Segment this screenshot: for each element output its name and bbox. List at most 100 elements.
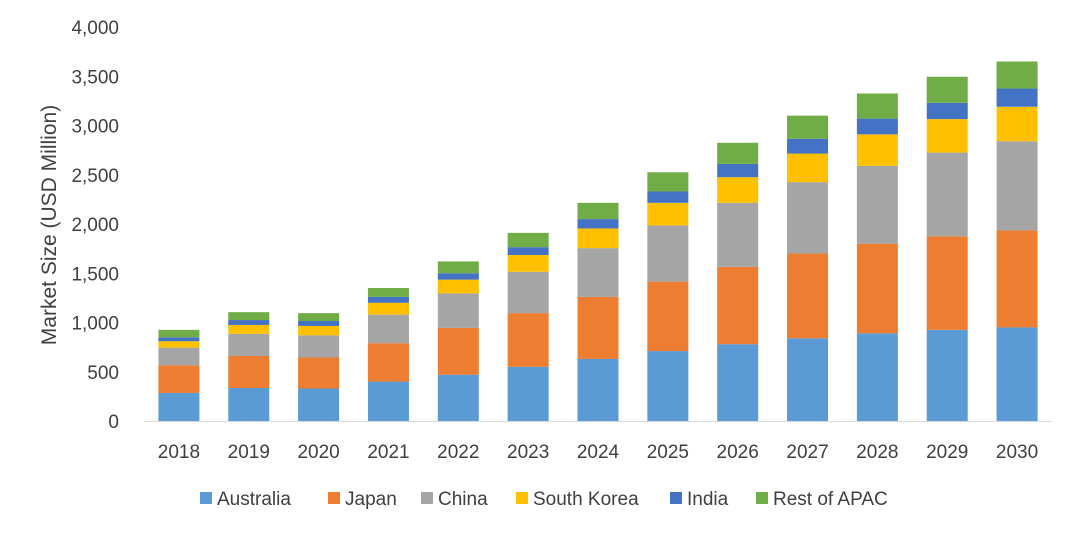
bar-australia-2018 [158, 392, 200, 421]
bar-japan-2025 [647, 281, 689, 352]
bar-australia-2023 [507, 366, 549, 421]
bar-australia-2020 [298, 388, 340, 421]
bar-japan-2022 [437, 327, 479, 375]
legend-item-rest-of-apac: Rest of APAC [756, 489, 888, 510]
bar-rest-of-apac-2024 [577, 202, 619, 220]
x-axis: 2018 2019 2020 2021 2022 2023 2024 2025 2026 2027… [144, 421, 1052, 463]
bar-stack-2021 [367, 288, 409, 421]
bar-south-korea-2018 [158, 341, 200, 348]
x-tick-label: 2027 [786, 442, 828, 463]
bar-rest-of-apac-2026 [717, 142, 759, 164]
legend-swatch [516, 492, 528, 504]
bar-stack-2030 [996, 61, 1038, 421]
bar-australia-2025 [647, 351, 689, 421]
bar-india-2022 [437, 273, 479, 280]
bar-india-2028 [856, 118, 898, 135]
bar-south-korea-2021 [367, 302, 409, 315]
x-tick-label: 2018 [158, 442, 200, 463]
legend: Australia Japan China South Korea India Rest … [200, 489, 888, 510]
bar-australia-2019 [228, 388, 270, 421]
bar-india-2030 [996, 88, 1038, 107]
bar-stack-2018 [158, 329, 200, 421]
bar-rest-of-apac-2029 [926, 76, 968, 103]
bar-rest-of-apac-2018 [158, 329, 200, 338]
y-tick-label: 500 [87, 363, 119, 384]
bar-china-2026 [717, 202, 759, 267]
legend-item-south-korea: South Korea [516, 489, 639, 510]
y-tick-label: 3,500 [71, 67, 119, 88]
bar-south-korea-2024 [577, 228, 619, 249]
bar-china-2020 [298, 335, 340, 358]
bar-stack-2019 [228, 312, 270, 421]
bar-india-2018 [158, 337, 200, 342]
bar-rest-of-apac-2019 [228, 312, 270, 321]
bar-australia-2030 [996, 327, 1038, 421]
y-axis: 0 500 1,000 1,500 2,000 2,500 3,000 3,500 4,000 [71, 18, 119, 433]
bar-rest-of-apac-2028 [856, 93, 898, 119]
bar-south-korea-2025 [647, 202, 689, 226]
bar-japan-2020 [298, 357, 340, 389]
bar-japan-2021 [367, 343, 409, 382]
x-tick-label: 2026 [717, 442, 759, 463]
legend-label: Rest of APAC [773, 489, 888, 510]
bar-south-korea-2028 [856, 134, 898, 166]
legend-swatch [756, 492, 768, 504]
x-tick-label: 2024 [577, 442, 620, 463]
y-tick-label: 1,500 [71, 264, 119, 285]
legend-label: Australia [217, 489, 291, 510]
bar-china-2024 [577, 248, 619, 297]
x-tick-label: 2022 [437, 442, 479, 463]
bar-india-2019 [228, 320, 270, 325]
legend-label: Japan [345, 489, 397, 510]
bar-south-korea-2026 [717, 177, 759, 203]
bar-rest-of-apac-2023 [507, 232, 549, 248]
bar-south-korea-2029 [926, 119, 968, 153]
bar-china-2027 [787, 182, 829, 254]
bar-stack-2023 [507, 232, 549, 421]
x-tick-label: 2023 [507, 442, 549, 463]
bar-australia-2028 [856, 333, 898, 421]
bar-stack-2022 [437, 261, 479, 421]
bar-rest-of-apac-2021 [367, 288, 409, 297]
legend-item-india: India [670, 489, 729, 510]
bar-rest-of-apac-2030 [996, 61, 1038, 89]
y-tick-label: 0 [108, 412, 119, 433]
legend-item-china: China [421, 489, 488, 510]
x-tick-label: 2028 [856, 442, 898, 463]
bar-japan-2023 [507, 313, 549, 367]
bar-australia-2029 [926, 329, 968, 421]
bar-japan-2029 [926, 236, 968, 330]
bar-japan-2027 [787, 253, 829, 339]
legend-label: South Korea [533, 489, 639, 510]
bar-stack-2027 [787, 115, 829, 421]
x-tick-label: 2020 [297, 442, 339, 463]
bar-stack-2025 [647, 172, 689, 421]
bar-australia-2026 [717, 344, 759, 421]
bar-india-2020 [298, 321, 340, 326]
bar-australia-2022 [437, 374, 479, 421]
y-tick-label: 4,000 [71, 18, 119, 39]
bar-rest-of-apac-2022 [437, 261, 479, 274]
bar-stack-2020 [298, 313, 340, 421]
bar-india-2026 [717, 163, 759, 178]
legend-label: India [687, 489, 729, 510]
bar-india-2025 [647, 191, 689, 203]
bar-india-2027 [787, 138, 829, 154]
bar-india-2021 [367, 296, 409, 303]
bar-stack-2026 [717, 142, 759, 421]
bar-australia-2021 [367, 381, 409, 421]
bar-japan-2018 [158, 365, 200, 393]
bar-australia-2024 [577, 358, 619, 421]
bar-japan-2024 [577, 296, 619, 359]
bar-stack-2029 [926, 76, 968, 421]
bar-japan-2028 [856, 243, 898, 334]
y-tick-label: 1,000 [71, 314, 119, 335]
bar-india-2029 [926, 102, 968, 120]
bar-china-2023 [507, 271, 549, 314]
legend-label: China [438, 489, 488, 510]
bar-china-2029 [926, 152, 968, 237]
bar-rest-of-apac-2027 [787, 115, 829, 139]
bar-india-2023 [507, 247, 549, 256]
y-tick-label: 3,000 [71, 117, 119, 138]
